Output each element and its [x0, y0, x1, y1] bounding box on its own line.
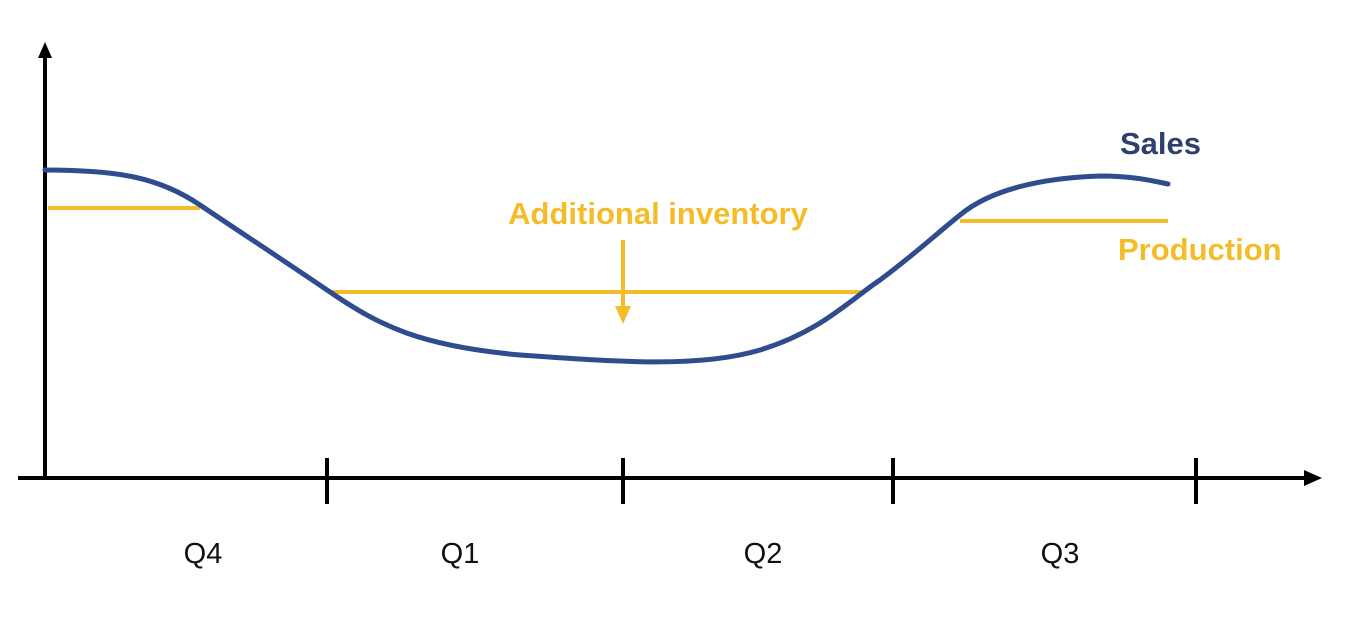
quarter-label: Q2 — [744, 538, 783, 570]
production-label: Production — [1118, 232, 1282, 267]
inventory-label: Additional inventory — [508, 196, 808, 231]
quarter-label: Q1 — [441, 538, 480, 570]
x-ticks — [325, 458, 1198, 504]
production-line — [48, 206, 1168, 294]
y-axis-arrow — [38, 42, 52, 58]
x-axis-arrow — [1304, 470, 1322, 486]
inventory-arrowhead — [615, 306, 631, 324]
sales-curve — [42, 167, 1171, 365]
quarter-label: Q4 — [184, 538, 223, 570]
sales-label: Sales — [1120, 126, 1201, 161]
quarter-label: Q3 — [1041, 538, 1080, 570]
